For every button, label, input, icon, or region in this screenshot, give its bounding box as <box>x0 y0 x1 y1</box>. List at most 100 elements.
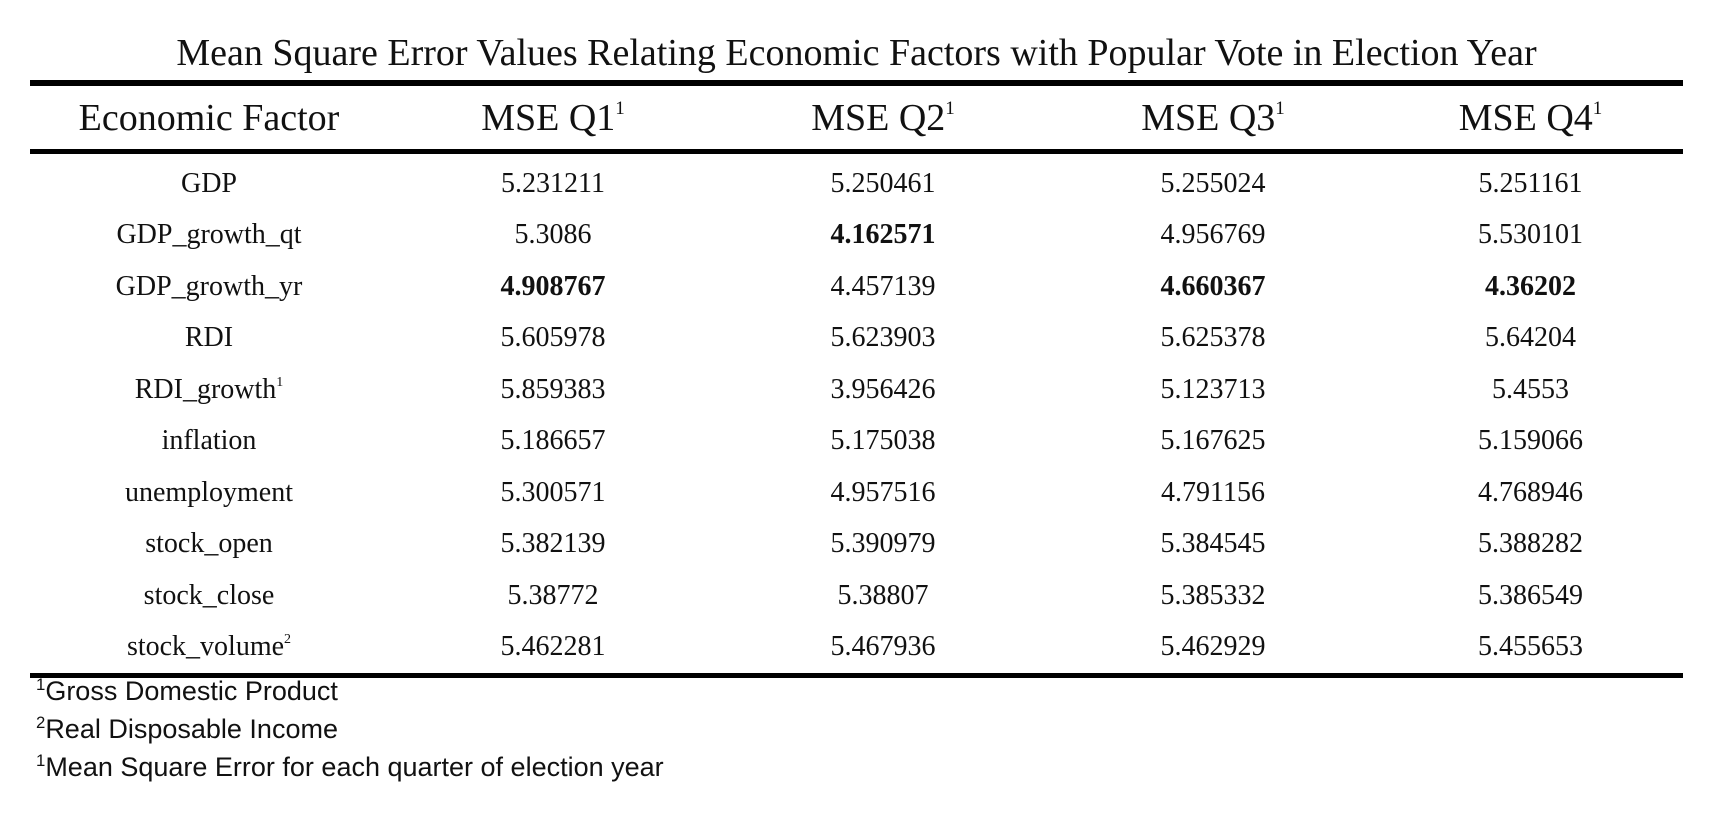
mse-value-cell: 4.768946 <box>1478 476 1583 508</box>
mse-value-cell: 5.462281 <box>388 621 718 678</box>
footnote-marker: 1 <box>615 97 625 119</box>
factor-label: inflation <box>161 425 257 457</box>
footnote-text: Gross Domestic Product <box>45 676 338 706</box>
footnote: 1Gross Domestic Product <box>36 672 664 710</box>
mse-value-cell: 5.625378 <box>1160 322 1266 354</box>
footnote-text: Mean Square Error for each quarter of el… <box>45 752 664 782</box>
mse-value-cell: 5.231211 <box>501 167 605 199</box>
column-header: Economic Factor <box>30 80 388 154</box>
factor-label: GDP_growth_qt <box>116 219 302 251</box>
factor-label: RDI_growth <box>134 373 277 405</box>
mse-value-cell: 5.186657 <box>500 425 606 457</box>
mse-value-cell: 5.384545 <box>1160 528 1266 560</box>
mse-value-cell: 5.385332 <box>1160 579 1266 611</box>
column-header-label: Economic Factor <box>78 96 340 139</box>
mse-table: Economic Factor MSE Q11 MSE Q21 MSE Q31 MSE … <box>30 80 1683 678</box>
mse-value-cell: 5.3086 <box>514 219 592 251</box>
mse-value-cell: 4.956769 <box>1160 219 1266 251</box>
header-row: Economic Factor MSE Q11 MSE Q21 MSE Q31 MSE … <box>30 80 1683 154</box>
mse-value-cell: 5.388282 <box>1478 528 1583 560</box>
mse-value-cell: 4.660367 <box>1160 270 1266 302</box>
factor-cell: inflation <box>30 416 388 468</box>
mse-value-cell: 4.791156 <box>1161 476 1265 508</box>
mse-value-cell: 5.167625 <box>1160 425 1266 457</box>
column-header: MSE Q41 <box>1378 80 1683 154</box>
footnote-marker: 1 <box>276 374 284 390</box>
table-row: inflation 5.186657 5.175038 5.167625 5.15906… <box>30 416 1683 468</box>
mse-value-cell: 5.623903 <box>830 322 936 354</box>
footnote-marker: 1 <box>1592 97 1603 119</box>
factor-label: GDP <box>180 167 237 199</box>
factor-label: stock_open <box>145 528 273 560</box>
mse-table-container: Economic Factor MSE Q11 MSE Q21 MSE Q31 MSE … <box>30 80 1683 678</box>
mse-value-cell: 5.382139 <box>500 528 606 560</box>
mse-value-cell: 5.123713 <box>1160 373 1266 405</box>
table-row: stock_volume2 5.462281 5.467936 5.462929 5.4… <box>30 621 1683 678</box>
mse-value-cell: 4.162571 <box>830 219 936 251</box>
footnote-marker: 1 <box>36 674 46 694</box>
table-title: Mean Square Error Values Relating Econom… <box>176 32 1537 74</box>
column-header-label: MSE Q4 <box>1458 96 1593 139</box>
column-header-label: MSE Q2 <box>811 96 946 139</box>
mse-value-cell: 4.457139 <box>830 270 936 302</box>
footnote-marker: 1 <box>36 750 46 770</box>
factor-label: GDP_growth_yr <box>115 270 303 302</box>
factor-cell: unemployment <box>30 467 388 519</box>
factor-cell: GDP_growth_yr <box>30 261 388 313</box>
factor-label: stock_close <box>143 579 275 611</box>
mse-value-cell: 3.956426 <box>830 373 936 405</box>
table-row: stock_close 5.38772 5.38807 5.385332 5.38654… <box>30 570 1683 622</box>
mse-value-cell: 5.467936 <box>718 621 1048 678</box>
column-header-label: MSE Q3 <box>1141 96 1276 139</box>
footnote-text: Real Disposable Income <box>45 714 338 744</box>
footnote: 2Real Disposable Income <box>36 710 664 748</box>
factor-label: stock_volume <box>126 631 285 663</box>
column-header: MSE Q31 <box>1048 80 1378 154</box>
table-row: GDP_growth_yr 4.908767 4.457139 4.660367 4.3… <box>30 261 1683 313</box>
footnote-marker: 2 <box>36 712 46 732</box>
table-row: GDP_growth_qt 5.3086 4.162571 4.956769 5.530… <box>30 210 1683 262</box>
footnote: 1Mean Square Error for each quarter of e… <box>36 748 664 786</box>
mse-value-cell: 5.530101 <box>1478 219 1583 251</box>
table-row: RDI_growth1 5.859383 3.956426 5.123713 5.455… <box>30 364 1683 416</box>
factor-label: RDI <box>184 322 234 354</box>
mse-value-cell: 5.386549 <box>1478 579 1583 611</box>
table-row: GDP 5.231211 5.250461 5.255024 5.251161 <box>30 152 1683 210</box>
mse-value-cell: 5.255024 <box>1160 167 1266 199</box>
mse-value-cell: 5.605978 <box>500 322 606 354</box>
mse-value-cell: 4.957516 <box>830 476 936 508</box>
mse-value-cell: 5.300571 <box>500 476 606 508</box>
column-header: MSE Q11 <box>388 80 718 154</box>
footnote-marker: 1 <box>1275 97 1285 119</box>
column-header: MSE Q21 <box>718 80 1048 154</box>
mse-value-cell: 5.251161 <box>1478 167 1583 199</box>
factor-cell: RDI <box>30 313 388 365</box>
mse-value-cell: 5.859383 <box>500 373 606 405</box>
factor-cell: GDP_growth_qt <box>30 210 388 262</box>
table-row: RDI 5.605978 5.623903 5.625378 5.64204 <box>30 313 1683 365</box>
factor-label: unemployment <box>125 476 293 508</box>
mse-value-cell: 5.175038 <box>830 425 936 457</box>
table-body: GDP 5.231211 5.250461 5.255024 5.251161 GDP_g… <box>30 152 1683 678</box>
factor-cell: stock_open <box>30 519 388 571</box>
footnote-marker: 1 <box>945 97 955 119</box>
factor-cell: stock_close <box>30 570 388 622</box>
mse-value-cell: 5.4553 <box>1492 373 1569 405</box>
table-row: stock_open 5.382139 5.390979 5.384545 5.3882… <box>30 519 1683 571</box>
mse-value-cell: 4.36202 <box>1485 270 1576 302</box>
table-row: unemployment 5.300571 4.957516 4.791156 4.76… <box>30 467 1683 519</box>
mse-value-cell: 5.250461 <box>830 167 936 199</box>
factor-cell: GDP <box>30 152 388 210</box>
mse-value-cell: 5.462929 <box>1048 621 1378 678</box>
mse-value-cell: 5.38807 <box>837 579 929 611</box>
footnote-marker: 2 <box>284 632 292 648</box>
mse-value-cell: 5.159066 <box>1478 425 1583 457</box>
mse-value-cell: 5.455653 <box>1378 621 1683 678</box>
mse-value-cell: 5.390979 <box>830 528 936 560</box>
factor-cell: RDI_growth1 <box>30 364 388 416</box>
footnotes: 1Gross Domestic Product 2Real Disposable … <box>36 672 664 786</box>
column-header-label: MSE Q1 <box>481 96 616 139</box>
factor-cell: stock_volume2 <box>30 621 388 678</box>
mse-value-cell: 5.64204 <box>1485 322 1576 354</box>
mse-value-cell: 4.908767 <box>500 270 606 302</box>
